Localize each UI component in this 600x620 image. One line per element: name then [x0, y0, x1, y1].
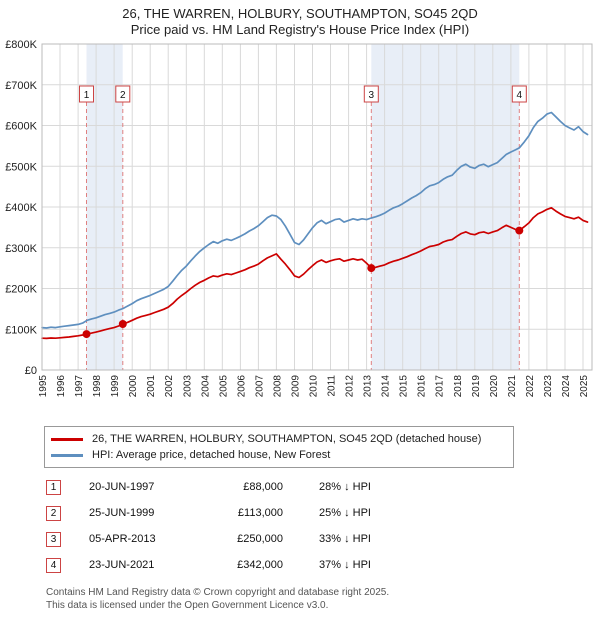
- legend-swatch-hpi-line: [51, 453, 83, 457]
- sale-number-box: [79, 85, 94, 103]
- x-axis-tick-label: 2013: [363, 375, 374, 398]
- y-axis-tick-label: £0: [25, 365, 37, 377]
- sale-marker: [515, 226, 524, 235]
- x-axis-tick-label: 2023: [543, 375, 554, 398]
- x-axis-tick-label: 2025: [579, 375, 590, 398]
- price-paid-line: [41, 206, 589, 340]
- x-axis-tick-label: 2001: [146, 375, 157, 398]
- page-subtitle: Price paid vs. HM Land Registry's House …: [130, 22, 470, 37]
- x-axis-tick-label: 2010: [309, 375, 320, 398]
- x-axis-tick-label: 2016: [417, 375, 428, 398]
- x-axis-tick-label: 1999: [110, 375, 121, 398]
- x-axis-tick-label: 2015: [399, 375, 410, 398]
- transaction-price: £88,000: [243, 481, 283, 493]
- transaction-number: 1: [46, 479, 61, 495]
- x-axis-tick-label: 1997: [74, 375, 85, 398]
- x-axis-tick-label: 2020: [489, 375, 500, 398]
- plot-border: [41, 43, 593, 371]
- x-axis-tick-label: 1995: [38, 375, 49, 398]
- legend-label: 26, THE WARREN, HOLBURY, SOUTHAMPTON, SO…: [92, 433, 482, 445]
- x-axis-tick-label: 2024: [561, 375, 572, 398]
- y-axis-tick-label: £800K: [5, 39, 37, 51]
- legend-item-hpi-line: HPI: Average price, detached house, New …: [51, 447, 507, 463]
- transaction-date: 05-APR-2013: [89, 533, 156, 545]
- footer: Contains HM Land Registry data © Crown c…: [46, 586, 600, 612]
- transaction-row: 4 23-JUN-2021 £342,000 37% ↓ HPI: [46, 552, 600, 578]
- sale-number-label: 4: [517, 90, 523, 101]
- y-axis-tick-label: £100K: [5, 324, 37, 336]
- transaction-row: 3 05-APR-2013 £250,000 33% ↓ HPI: [46, 526, 600, 552]
- x-axis-tick-label: 2021: [507, 375, 518, 398]
- price-chart: 1 2 3 4 £0 £100K £200K £300K £400K £500K £600K £700…: [0, 38, 600, 426]
- sale-number-label: 1: [84, 90, 90, 101]
- transaction-price: £113,000: [237, 507, 283, 519]
- x-axis-tick-label: 2002: [164, 375, 175, 398]
- x-axis-tick-label: 1996: [56, 375, 67, 398]
- x-axis-tick-label: 2009: [291, 375, 302, 398]
- sale-marker: [118, 320, 127, 328]
- x-axis-tick-label: 2011: [327, 375, 338, 397]
- x-axis-tick-label: 2004: [200, 375, 211, 398]
- sale-number-box: [115, 85, 131, 103]
- legend-item-price-paid-line: 26, THE WARREN, HOLBURY, SOUTHAMPTON, SO…: [51, 431, 507, 447]
- transaction-date: 23-JUN-2021: [89, 559, 155, 571]
- transactions-table: 1 20-JUN-1997 £88,000 28% ↓ HPI 2 25-JUN-1999…: [46, 474, 600, 578]
- transaction-vs-hpi: 25% ↓ HPI: [319, 507, 371, 519]
- y-axis-tick-label: £700K: [5, 80, 37, 92]
- x-axis-tick-label: 2006: [236, 375, 247, 398]
- x-axis-tick-label: 2019: [471, 375, 482, 398]
- sale-number-box: [363, 85, 379, 103]
- y-axis-tick-label: £400K: [5, 202, 37, 214]
- chart-header: 26, THE WARREN, HOLBURY, SOUTHAMPTON, SO…: [0, 0, 600, 38]
- y-axis-tick-label: £600K: [5, 121, 37, 133]
- sale-marker: [82, 330, 91, 339]
- page-title: 26, THE WARREN, HOLBURY, SOUTHAMPTON, SO…: [122, 6, 478, 21]
- legend-swatch-price-paid-line: [51, 437, 83, 441]
- x-axis-tick-label: 2005: [218, 375, 229, 398]
- legend: 26, THE WARREN, HOLBURY, SOUTHAMPTON, SO…: [44, 426, 514, 468]
- transaction-row: 1 20-JUN-1997 £88,000 28% ↓ HPI: [46, 474, 600, 500]
- transaction-row: 2 25-JUN-1999 £113,000 25% ↓ HPI: [46, 500, 600, 526]
- y-axis-tick-label: £500K: [5, 161, 37, 173]
- footer-line2: This data is licensed under the Open Gov…: [46, 600, 329, 611]
- x-axis-tick-label: 2012: [345, 375, 356, 398]
- legend-label: HPI: Average price, detached house, New …: [92, 449, 331, 461]
- transaction-price: £342,000: [237, 559, 283, 571]
- footer-line1: Contains HM Land Registry data © Crown c…: [46, 587, 390, 598]
- sale-number-label: 3: [369, 90, 375, 101]
- x-axis-tick-label: 2022: [525, 375, 536, 398]
- transaction-vs-hpi: 33% ↓ HPI: [319, 533, 371, 545]
- transaction-vs-hpi: 37% ↓ HPI: [319, 559, 371, 571]
- price-chart-svg: 1 2 3 4 £0 £100K £200K £300K £400K £500K £600K £700…: [5, 39, 593, 398]
- x-axis-tick-label: 2014: [381, 375, 392, 398]
- transaction-date: 20-JUN-1997: [89, 481, 155, 493]
- sale-number-box: [511, 85, 527, 103]
- x-axis-tick-label: 2007: [254, 375, 265, 398]
- sale-marker: [367, 264, 376, 273]
- hpi-line: [41, 111, 589, 329]
- transaction-number: 3: [46, 531, 61, 547]
- y-axis-tick-label: £300K: [5, 243, 37, 255]
- x-axis-tick-label: 2003: [182, 375, 193, 398]
- transaction-vs-hpi: 28% ↓ HPI: [319, 481, 371, 493]
- y-axis-tick-label: £200K: [5, 284, 37, 296]
- x-axis-tick-label: 1998: [92, 375, 103, 398]
- transaction-date: 25-JUN-1999: [89, 507, 155, 519]
- transaction-number: 4: [46, 557, 61, 573]
- x-axis-tick-label: 2018: [453, 375, 464, 398]
- x-axis-tick-label: 2000: [128, 375, 139, 398]
- sale-number-label: 2: [120, 90, 126, 101]
- transaction-price: £250,000: [237, 533, 283, 545]
- x-axis-tick-label: 2017: [435, 375, 446, 398]
- x-axis-tick-label: 2008: [272, 375, 283, 398]
- transaction-number: 2: [46, 505, 61, 521]
